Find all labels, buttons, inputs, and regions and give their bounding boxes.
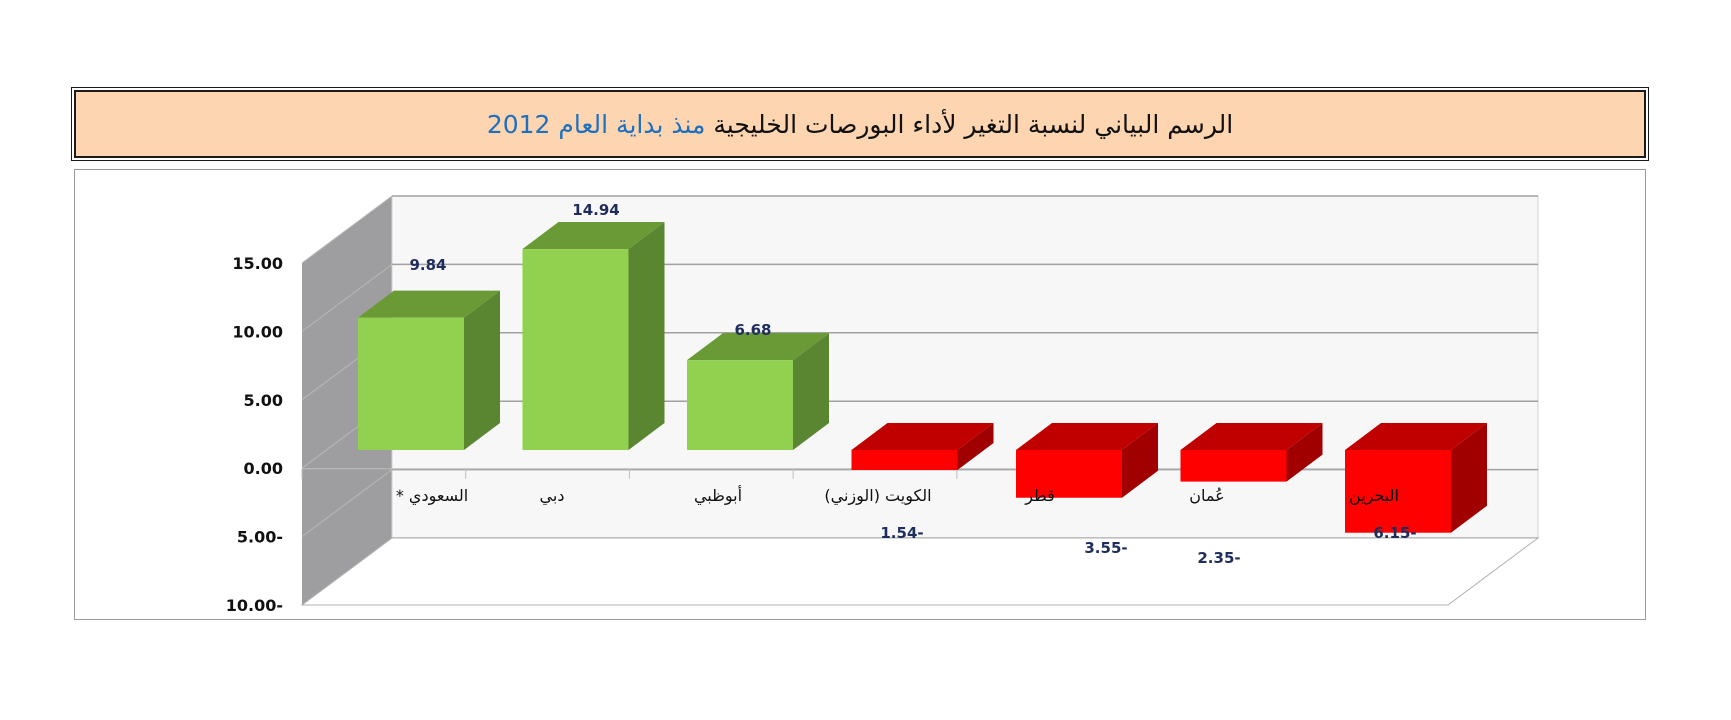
y-tick-label: 10.00 — [232, 322, 283, 341]
bar-negative — [851, 423, 994, 470]
y-tick-label: 5.00 — [244, 391, 283, 410]
y-tick-label: 10.00- — [226, 596, 283, 615]
bar-front — [1180, 450, 1287, 482]
y-axis: 15.00 10.00 5.00 0.00 5.00- 10.00- — [226, 254, 283, 615]
category-label: الكويت (الوزني) — [824, 486, 931, 506]
data-label: 14.94 — [572, 201, 619, 219]
bar-side — [628, 222, 665, 450]
side-wall — [302, 196, 392, 605]
bar-top — [1016, 423, 1158, 450]
bar-negative — [1016, 423, 1158, 498]
data-label: 6.15- — [1373, 524, 1416, 542]
bar-side — [1286, 423, 1323, 482]
category-label: دبي — [540, 486, 565, 506]
category-label: البحرين — [1349, 486, 1399, 506]
data-label: 9.84 — [409, 256, 446, 274]
gridline-side — [301, 469, 393, 538]
bar-side — [464, 290, 500, 450]
bar-top — [851, 423, 994, 450]
title-main: الرسم البياني لنسبة التغير لأداء البورصا… — [713, 109, 1234, 139]
bar-front — [1345, 450, 1451, 533]
data-label: 1.54- — [880, 524, 923, 542]
y-tick-label: 5.00- — [237, 528, 283, 547]
bar-negative — [1345, 423, 1487, 533]
bar-front — [687, 360, 793, 450]
category-labels: السعودي * دبي أبوظبي الكويت (الوزني) قطر عُما… — [396, 485, 1399, 506]
bar-side — [793, 333, 829, 450]
bar-front — [358, 317, 464, 450]
bar-front — [851, 450, 958, 470]
category-label: السعودي * — [396, 486, 468, 506]
gridline-side — [301, 195, 393, 264]
bar-side — [1122, 423, 1158, 498]
bar-positive — [358, 290, 500, 450]
title-year: 2012 — [486, 109, 551, 139]
bar-side — [957, 423, 994, 470]
bar-top — [522, 222, 665, 250]
bars — [358, 222, 1487, 533]
category-label: عُمان — [1189, 486, 1224, 505]
bar-top — [1180, 423, 1323, 450]
bar-front — [522, 249, 629, 450]
chart-title: الرسم البياني لنسبة التغير لأداء البورصا… — [71, 87, 1649, 161]
category-label: قطر — [1024, 486, 1055, 506]
bar-negative — [1180, 423, 1323, 482]
bar-top — [358, 290, 500, 318]
bar-top — [687, 333, 829, 361]
bar-side — [1451, 423, 1487, 533]
data-labels: 9.84 14.94 6.68 1.54- 3.55- 2.35- 6.15- — [409, 201, 1416, 567]
data-label: 2.35- — [1197, 549, 1240, 567]
gridline-side — [301, 263, 393, 332]
bar-top — [1345, 423, 1487, 450]
category-label: أبوظبي — [694, 485, 742, 506]
bar-positive — [522, 222, 665, 450]
floor — [300, 537, 1540, 606]
title-accent: منذ بداية العام — [558, 109, 706, 139]
bar-front — [1016, 450, 1122, 498]
y-tick-label: 0.00 — [244, 459, 283, 478]
y-tick-label: 15.00 — [232, 254, 283, 273]
bar-positive — [687, 333, 829, 450]
data-label: 3.55- — [1084, 539, 1127, 557]
data-label: 6.68 — [734, 321, 771, 339]
